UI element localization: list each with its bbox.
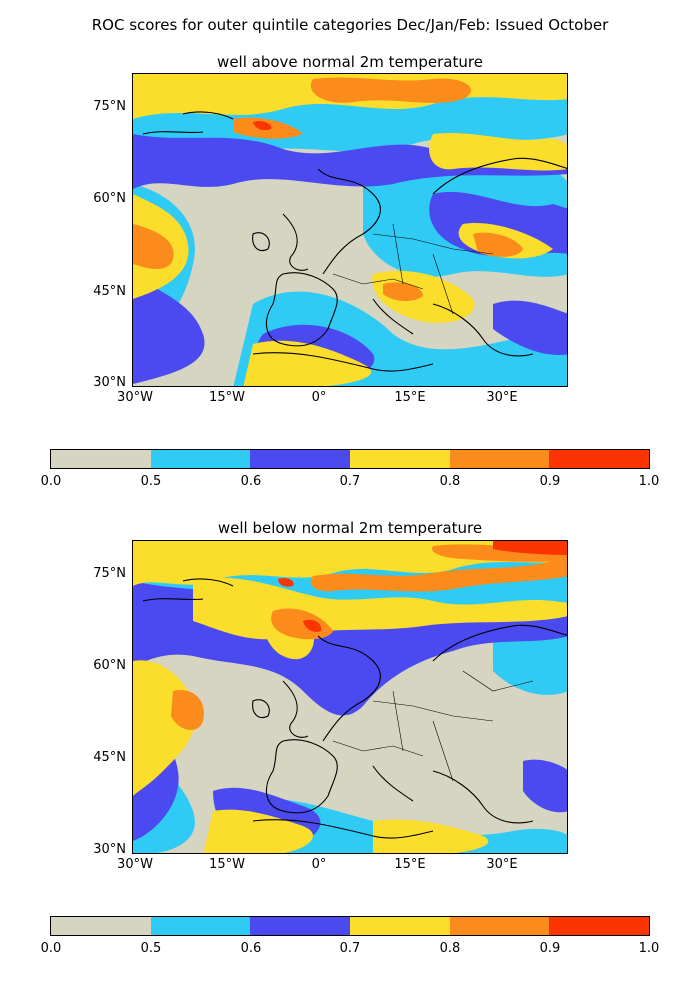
cbar2-tick-0: 0.0 [40,941,62,956]
panel-1-xtick-30w: 30°W [117,390,153,405]
panel-2-xtick-15e: 15°E [394,857,426,872]
panel-1-title: well above normal 2m temperature [217,53,483,71]
cbar1-tick-0: 0.0 [40,474,62,489]
colorbar-bin-5 [549,450,650,468]
panel-1-ytick-75n: 75°N [93,99,126,114]
panel-1-colorbar [50,449,650,469]
colorbar-bin-1 [150,917,251,935]
panel-1-ytick-45n: 45°N [93,284,126,299]
colorbar-bin-5 [549,917,650,935]
panel-2-ytick-30n: 30°N [93,842,126,857]
panel-1-xtick-15e: 15°E [394,390,426,405]
cbar2-tick-5: 0.9 [539,941,561,956]
panel-2-map-svg [133,541,567,853]
cbar1-tick-5: 0.9 [539,474,561,489]
panel-2-xtick-0: 0° [311,857,327,872]
panel-1-xtick-30e: 30°E [486,390,518,405]
panel-2-xtick-30e: 30°E [486,857,518,872]
colorbar-bin-3 [350,917,450,935]
colorbar-bin-3 [350,450,450,468]
figure-suptitle: ROC scores for outer quintile categories… [91,16,609,34]
panel-2-map [132,540,568,854]
panel-2-ytick-75n: 75°N [93,566,126,581]
cbar2-tick-4: 0.8 [439,941,461,956]
panel-2-ytick-60n: 60°N [93,658,126,673]
cbar1-tick-1: 0.5 [140,474,162,489]
colorbar-bin-2 [250,450,351,468]
panel-2-colorbar [50,916,650,936]
panel-2-title: well below normal 2m temperature [217,519,483,537]
cbar1-tick-3: 0.7 [339,474,361,489]
panel-1-ytick-60n: 60°N [93,191,126,206]
colorbar-bin-1 [150,450,251,468]
colorbar-bin-2 [250,917,351,935]
panel-1-map [132,73,568,387]
panel-1-map-svg [133,74,567,386]
colorbar-bin-4 [449,917,550,935]
cbar1-tick-6: 1.0 [638,474,660,489]
cbar2-tick-3: 0.7 [339,941,361,956]
panel-2-ytick-45n: 45°N [93,750,126,765]
panel-2-xtick-15w: 15°W [209,857,245,872]
cbar1-tick-2: 0.6 [240,474,262,489]
cbar2-tick-6: 1.0 [638,941,660,956]
colorbar-bin-0 [51,917,151,935]
panel-2-xtick-30w: 30°W [117,857,153,872]
cbar2-tick-1: 0.5 [140,941,162,956]
colorbar-bin-4 [449,450,550,468]
panel-1-xtick-15w: 15°W [209,390,245,405]
panel-1-xtick-0: 0° [311,390,327,405]
colorbar-bin-0 [51,450,151,468]
panel-1-ytick-30n: 30°N [93,375,126,390]
cbar2-tick-2: 0.6 [240,941,262,956]
cbar1-tick-4: 0.8 [439,474,461,489]
